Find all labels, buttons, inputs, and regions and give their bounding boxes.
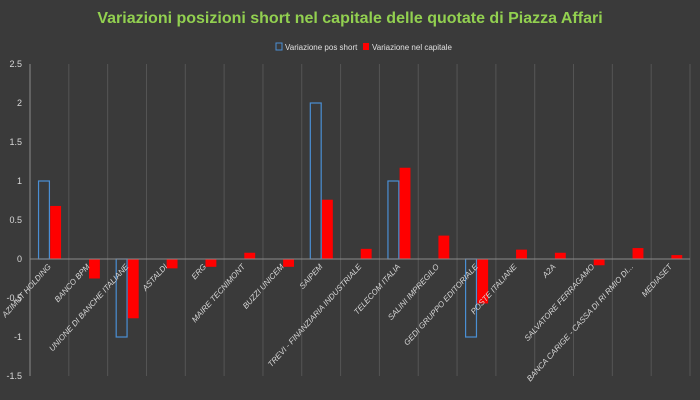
- bar-capitale: [477, 259, 489, 304]
- bar-capitale: [554, 252, 566, 259]
- bar-capitale: [438, 235, 450, 259]
- y-tick-label: 2.5: [9, 59, 22, 69]
- bar-capitale: [321, 199, 333, 259]
- category-label: AZIMUT HOLDING: [0, 262, 53, 320]
- legend-label-capitale: Variazione nel capitale: [372, 43, 452, 52]
- bar-capitale: [632, 248, 644, 259]
- bar-short: [387, 180, 400, 260]
- category-label: GEDI GRUPPO EDITORIALE: [402, 262, 480, 347]
- bar-capitale: [671, 255, 683, 259]
- bar-capitale: [399, 167, 411, 259]
- bar-capitale: [360, 248, 372, 259]
- bar-capitale: [283, 259, 294, 267]
- legend-swatch-short: [275, 42, 283, 51]
- legend-swatch-capitale: [363, 43, 369, 50]
- y-tick-label: 0.5: [9, 215, 22, 225]
- y-axis-ticks: 2.5 2 1.5 1 0.5 0 -0.5 -1 -1.5: [6, 59, 22, 381]
- category-label: A2A: [540, 262, 557, 280]
- bar-capitale: [127, 259, 139, 319]
- bar-short: [309, 102, 322, 260]
- legend-label-short: Variazione pos short: [285, 43, 358, 52]
- y-tick-label: -0.5: [6, 293, 22, 303]
- bar-capitale: [205, 259, 217, 267]
- bar-capitale: [166, 259, 178, 269]
- category-label: MEDIASET: [640, 261, 675, 298]
- category-label: SALVATORE FERRAGAMO: [523, 262, 597, 342]
- chart-title: Variazioni posizioni short nel capitale …: [97, 10, 602, 27]
- bar-capitale: [50, 205, 62, 259]
- y-tick-label: 2: [17, 98, 22, 108]
- y-tick-label: 0: [17, 254, 22, 264]
- y-tick-label: 1: [17, 176, 22, 186]
- bar-short: [37, 180, 51, 260]
- bar-capitale: [89, 259, 100, 279]
- y-tick-label: 1.5: [9, 137, 22, 147]
- bars: [37, 102, 683, 338]
- category-label: ASTALDI: [140, 262, 170, 294]
- category-label: ERG: [190, 262, 208, 281]
- bar-capitale: [593, 259, 605, 266]
- y-tick-label: -1.5: [6, 371, 22, 381]
- grid: [29, 64, 691, 376]
- category-label: BUZZI UNICEM: [241, 262, 286, 311]
- axes: [29, 64, 690, 376]
- bar-capitale: [244, 252, 256, 259]
- chart-legend: Variazione pos short Variazione nel capi…: [275, 42, 452, 52]
- bar-capitale: [516, 249, 527, 259]
- y-tick-label: -1: [14, 332, 22, 342]
- category-label: BANCO BPM: [53, 262, 92, 304]
